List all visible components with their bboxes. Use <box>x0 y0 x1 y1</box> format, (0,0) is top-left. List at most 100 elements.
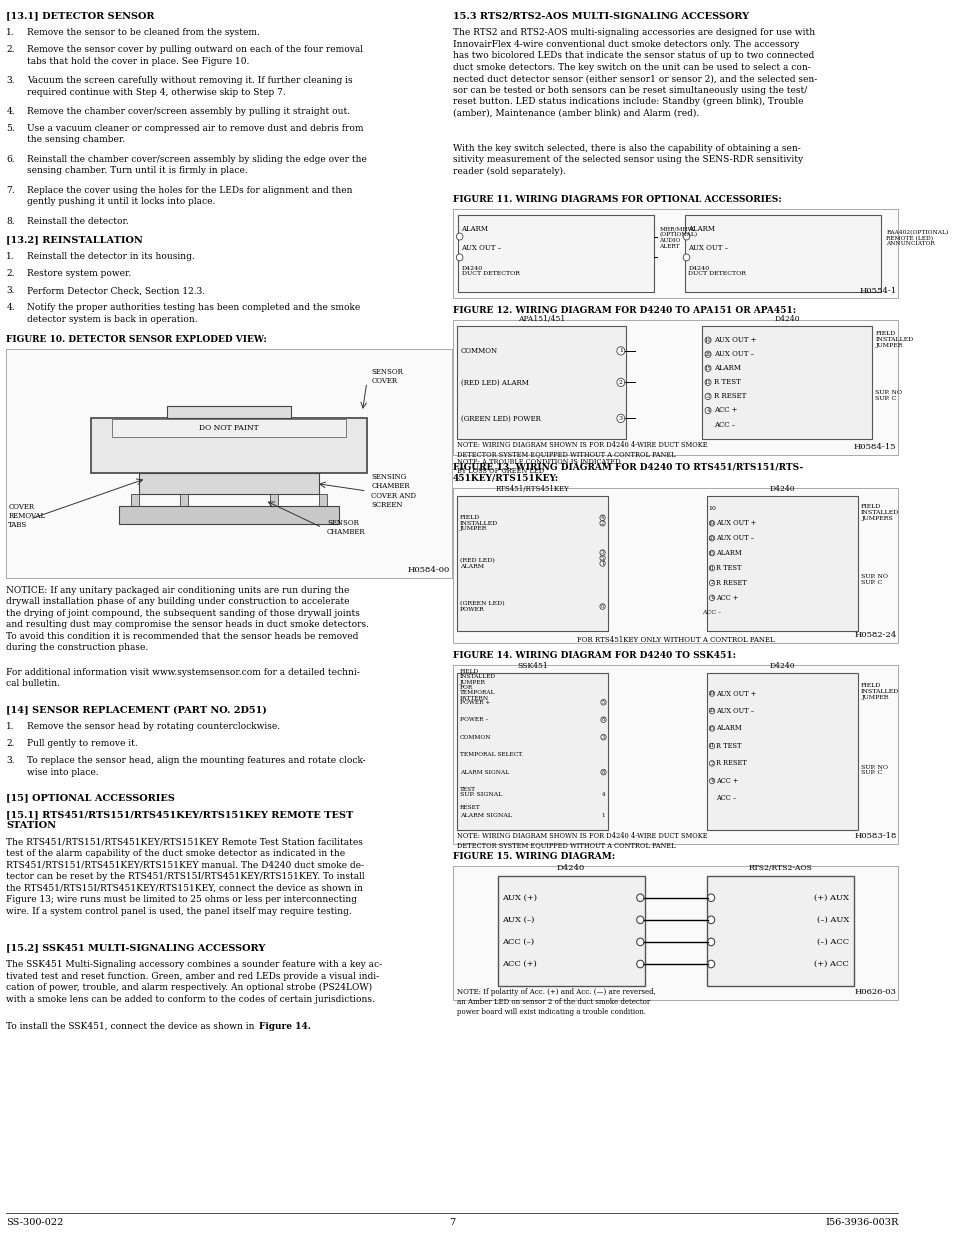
Bar <box>91 417 367 473</box>
Text: 3.: 3. <box>7 756 15 766</box>
Text: R RESET: R RESET <box>716 760 746 767</box>
Text: 1: 1 <box>601 814 604 819</box>
Bar <box>7 350 451 578</box>
Text: 4: 4 <box>705 408 709 412</box>
Text: NOTE: If polarity of Acc. (+) and Acc. (—) are reversed,
an Amber LED on sensor : NOTE: If polarity of Acc. (+) and Acc. (… <box>456 988 655 1015</box>
Text: 5: 5 <box>600 556 603 561</box>
Text: FIGURE 13. WIRING DIAGRAM FOR D4240 TO RTS451/RTS151/RTS-
451KEY/RTS151KEY:: FIGURE 13. WIRING DIAGRAM FOR D4240 TO R… <box>453 462 802 483</box>
Circle shape <box>709 595 714 600</box>
Bar <box>318 494 327 506</box>
Text: [15] OPTIONAL ACCESSORIES: [15] OPTIONAL ACCESSORIES <box>7 793 175 802</box>
Text: SUP. NO
SUP. C: SUP. NO SUP. C <box>861 764 887 776</box>
Text: Figure 14.: Figure 14. <box>258 1023 311 1031</box>
Text: SUP. SIGNAL: SUP. SIGNAL <box>459 793 501 798</box>
Circle shape <box>599 556 604 561</box>
Bar <box>167 406 291 417</box>
Text: D4240: D4240 <box>557 863 584 872</box>
Text: 3: 3 <box>601 735 604 740</box>
Text: 8: 8 <box>601 769 604 774</box>
Circle shape <box>709 690 714 697</box>
Circle shape <box>682 254 689 261</box>
Text: ALARM: ALARM <box>461 225 488 232</box>
Text: 4: 4 <box>601 793 604 798</box>
Text: ACC –: ACC – <box>716 794 736 803</box>
Text: FIGURE 14. WIRING DIAGRAM FOR D4240 TO SSK451:: FIGURE 14. WIRING DIAGRAM FOR D4240 TO S… <box>453 651 736 659</box>
Text: The SSK451 Multi-Signaling accessory combines a sounder feature with a key ac-
t: The SSK451 Multi-Signaling accessory com… <box>7 961 382 1004</box>
Bar <box>684 215 880 293</box>
Text: 4: 4 <box>600 515 603 520</box>
Text: 10: 10 <box>707 506 716 511</box>
Text: 1: 1 <box>600 561 603 566</box>
Text: H0584-15: H0584-15 <box>853 442 896 451</box>
Text: 1: 1 <box>618 348 622 353</box>
Text: AUX OUT +: AUX OUT + <box>716 689 756 698</box>
Text: D4240
DUCT DETECTOR: D4240 DUCT DETECTOR <box>461 266 518 277</box>
Bar <box>453 488 898 642</box>
Text: APA151/451: APA151/451 <box>517 315 564 324</box>
Text: FIELD
INSTALLED
JUMPER: FIELD INSTALLED JUMPER <box>861 683 899 700</box>
Text: To replace the sensor head, align the mounting features and rotate clock-
wise i: To replace the sensor head, align the mo… <box>27 756 365 777</box>
Circle shape <box>709 743 714 748</box>
Text: 10: 10 <box>704 337 711 342</box>
Text: Vacuum the screen carefully without removing it. If further cleaning is
required: Vacuum the screen carefully without remo… <box>27 77 353 96</box>
Text: H0554-1: H0554-1 <box>859 288 896 295</box>
Text: Replace the cover using the holes for the LEDs for alignment and then
gently pus: Replace the cover using the holes for th… <box>27 185 353 206</box>
Text: Reinstall the chamber cover/screen assembly by sliding the edge over the
sensing: Reinstall the chamber cover/screen assem… <box>27 154 367 175</box>
Text: [15.1] RTS451/RTS151/RTS451KEY/RTS151KEY REMOTE TEST
STATION: [15.1] RTS451/RTS151/RTS451KEY/RTS151KEY… <box>7 810 354 830</box>
Text: 2: 2 <box>710 580 713 585</box>
Bar <box>270 494 278 506</box>
Text: H0584-00: H0584-00 <box>407 566 449 574</box>
Text: 11: 11 <box>708 566 715 571</box>
Text: 19: 19 <box>708 692 715 697</box>
Text: (GREEN LED) POWER: (GREEN LED) POWER <box>460 415 540 422</box>
Text: 2: 2 <box>600 521 603 526</box>
Text: D4240: D4240 <box>769 485 795 493</box>
Text: Pull gently to remove it.: Pull gently to remove it. <box>27 740 137 748</box>
Circle shape <box>709 761 714 766</box>
Text: The RTS451/RTS151/RTS451KEY/RTS151KEY Remote Test Station facilitates
test of th: The RTS451/RTS151/RTS451KEY/RTS151KEY Re… <box>7 837 365 915</box>
Text: 20: 20 <box>704 352 711 357</box>
Text: (RED LED) ALARM: (RED LED) ALARM <box>460 378 528 387</box>
Text: AUX OUT +: AUX OUT + <box>713 336 756 345</box>
Text: Use a vacuum cleaner or compressed air to remove dust and debris from
the sensin: Use a vacuum cleaner or compressed air t… <box>27 124 363 144</box>
Text: AUX OUT –: AUX OUT – <box>716 706 754 715</box>
Text: FIGURE 10. DETECTOR SENSOR EXPLODED VIEW:: FIGURE 10. DETECTOR SENSOR EXPLODED VIEW… <box>7 335 267 345</box>
Text: 1.: 1. <box>7 28 15 37</box>
Text: MHR/MHW
(OPTIONAL)
AUDIO
ALERT: MHR/MHW (OPTIONAL) AUDIO ALERT <box>659 226 697 249</box>
Text: 4: 4 <box>710 778 713 783</box>
Circle shape <box>704 366 710 372</box>
Circle shape <box>709 778 714 784</box>
Circle shape <box>704 393 710 400</box>
Text: 4.: 4. <box>7 107 15 116</box>
Text: FIGURE 15. WIRING DIAGRAM:: FIGURE 15. WIRING DIAGRAM: <box>453 852 615 861</box>
Text: FIGURE 11. WIRING DIAGRAMS FOR OPTIONAL ACCESSORIES:: FIGURE 11. WIRING DIAGRAMS FOR OPTIONAL … <box>453 195 781 204</box>
Bar <box>453 209 898 298</box>
Text: RESET: RESET <box>459 805 480 810</box>
Text: RTS451/RTS451KEY: RTS451/RTS451KEY <box>495 485 569 493</box>
Text: ALARM: ALARM <box>716 725 741 732</box>
Circle shape <box>617 378 624 387</box>
Text: ACC –: ACC – <box>713 421 734 429</box>
Text: ACC –: ACC – <box>701 610 720 615</box>
Text: Remove the sensor cover by pulling outward on each of the four removal
tabs that: Remove the sensor cover by pulling outwa… <box>27 46 363 65</box>
Circle shape <box>600 718 605 722</box>
Text: 3: 3 <box>618 416 622 421</box>
Text: Perform Detector Check, Section 12.3.: Perform Detector Check, Section 12.3. <box>27 287 205 295</box>
Circle shape <box>709 580 714 585</box>
Circle shape <box>704 351 710 357</box>
Text: D4240: D4240 <box>769 662 795 669</box>
Text: 2.: 2. <box>7 740 15 748</box>
Text: Reinstall the detector.: Reinstall the detector. <box>27 216 129 226</box>
Text: 15.3 RTS2/RTS2-AOS MULTI-SIGNALING ACCESSORY: 15.3 RTS2/RTS2-AOS MULTI-SIGNALING ACCES… <box>453 11 748 21</box>
Text: R TEST: R TEST <box>713 378 740 387</box>
Text: FIGURE 12. WIRING DIAGRAM FOR D4240 TO APA151 OR APA451:: FIGURE 12. WIRING DIAGRAM FOR D4240 TO A… <box>453 306 796 315</box>
Circle shape <box>682 233 689 240</box>
Circle shape <box>709 535 714 541</box>
Text: [14] SENSOR REPLACEMENT (PART NO. 2D51): [14] SENSOR REPLACEMENT (PART NO. 2D51) <box>7 705 267 714</box>
Text: Notify the proper authorities testing has been completed and the smoke
detector : Notify the proper authorities testing ha… <box>27 304 360 324</box>
Circle shape <box>709 726 714 731</box>
Text: Remove the sensor head by rotating counterclockwise.: Remove the sensor head by rotating count… <box>27 722 280 731</box>
Text: 3: 3 <box>600 550 603 555</box>
Text: 8.: 8. <box>7 216 15 226</box>
Text: [15.2] SSK451 MULTI-SIGNALING ACCESSORY: [15.2] SSK451 MULTI-SIGNALING ACCESSORY <box>7 944 266 952</box>
